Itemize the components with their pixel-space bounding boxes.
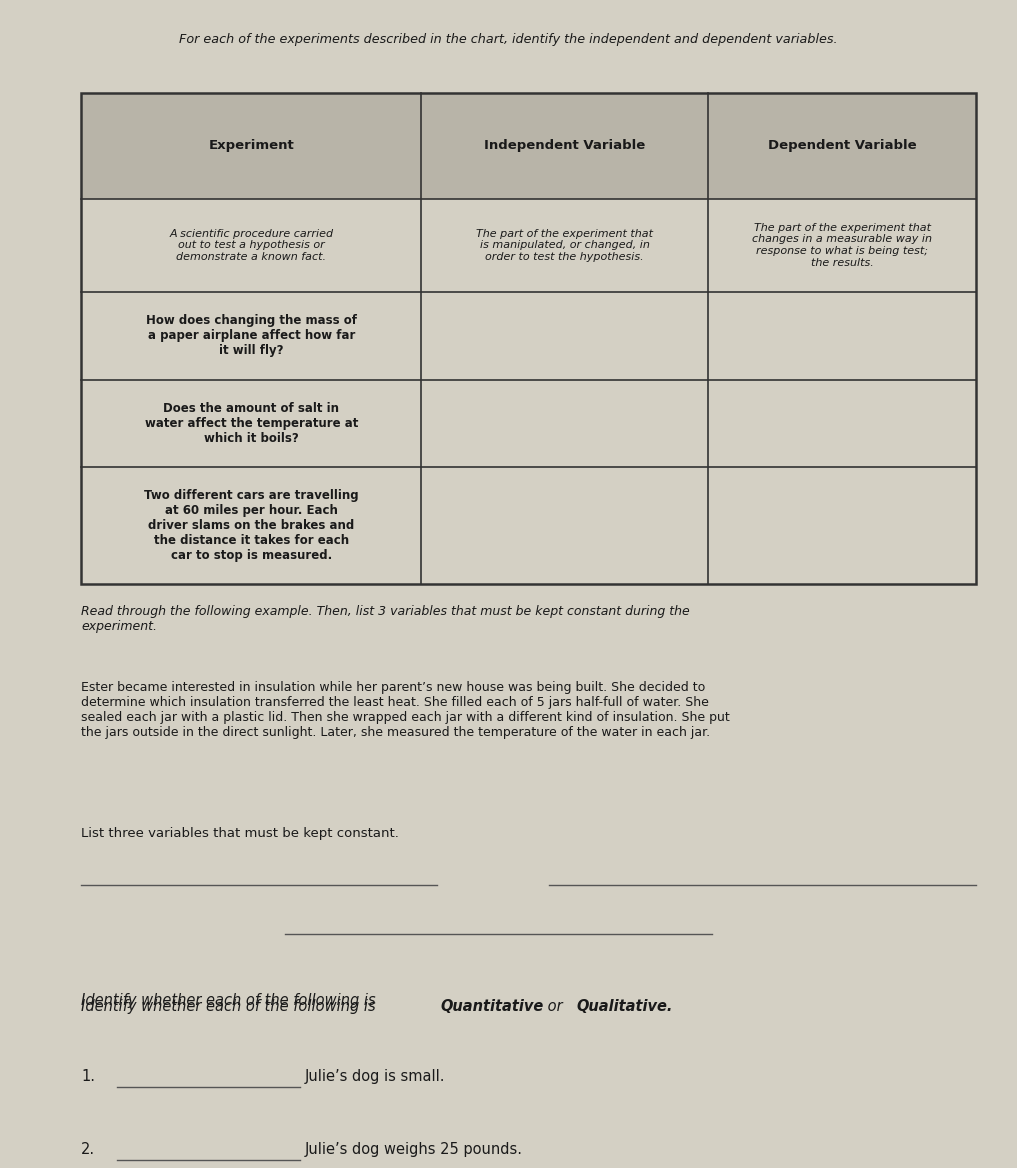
Text: A scientific procedure carried
out to test a hypothesis or
demonstrate a known f: A scientific procedure carried out to te… [170, 229, 334, 262]
Text: The part of the experiment that
is manipulated, or changed, in
order to test the: The part of the experiment that is manip… [476, 229, 653, 262]
Text: List three variables that must be kept constant.: List three variables that must be kept c… [81, 827, 400, 840]
Bar [81, 93, 976, 199]
Text: Dependent Variable: Dependent Variable [768, 139, 916, 153]
Text: Two different cars are travelling
at 60 miles per hour. Each
driver slams on the: Two different cars are travelling at 60 … [144, 489, 359, 562]
Text: Independent Variable: Independent Variable [484, 139, 645, 153]
Text: For each of the experiments described in the chart, identify the independent and: For each of the experiments described in… [179, 33, 838, 47]
Text: The part of the experiment that
changes in a measurable way in
response to what : The part of the experiment that changes … [753, 223, 932, 267]
Text: Qualitative.: Qualitative. [577, 999, 673, 1014]
Text: 1.: 1. [81, 1070, 96, 1084]
Text: Julie’s dog weighs 25 pounds.: Julie’s dog weighs 25 pounds. [305, 1142, 523, 1156]
Text: Identify whether each of the following is: Identify whether each of the following i… [81, 999, 380, 1014]
Text: Experiment: Experiment [208, 139, 294, 153]
Bar [81, 93, 976, 584]
Text: or: or [543, 999, 566, 1014]
Text: 2.: 2. [81, 1142, 96, 1156]
Text: Read through the following example. Then, list 3 variables that must be kept con: Read through the following example. Then… [81, 605, 691, 633]
Text: Does the amount of salt in
water affect the temperature at
which it boils?: Does the amount of salt in water affect … [144, 402, 358, 445]
Text: How does changing the mass of
a paper airplane affect how far
it will fly?: How does changing the mass of a paper ai… [145, 314, 357, 357]
Text: Identify whether each of the following is: Identify whether each of the following i… [81, 993, 380, 1008]
Text: Julie’s dog is small.: Julie’s dog is small. [305, 1070, 445, 1084]
Text: Quantitative: Quantitative [440, 999, 543, 1014]
Text: Ester became interested in insulation while her parent’s new house was being bui: Ester became interested in insulation wh… [81, 681, 730, 739]
